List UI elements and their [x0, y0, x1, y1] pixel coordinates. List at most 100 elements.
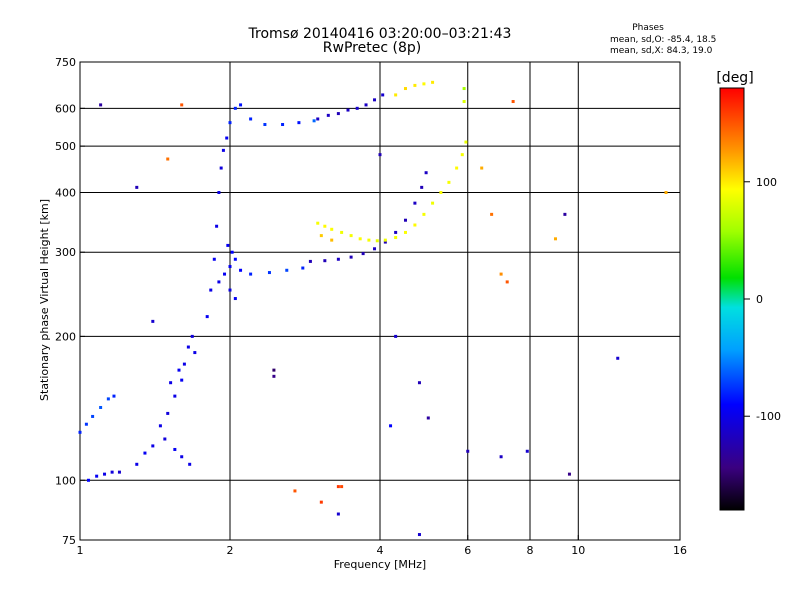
- y-tick-label: 400: [55, 186, 76, 199]
- data-point: [239, 103, 243, 107]
- data-point: [99, 103, 103, 107]
- data-point: [340, 485, 344, 489]
- data-point: [169, 381, 173, 385]
- data-point: [326, 113, 330, 117]
- data-point: [230, 250, 234, 254]
- data-point: [180, 455, 184, 459]
- data-points: [78, 80, 668, 537]
- data-point: [173, 394, 177, 398]
- data-point: [228, 288, 232, 292]
- data-point: [249, 117, 253, 121]
- data-point: [163, 437, 167, 441]
- data-point: [188, 462, 192, 466]
- data-point: [267, 271, 271, 275]
- data-point: [464, 140, 468, 144]
- colorbar-tick-label: 0: [756, 293, 763, 306]
- data-point: [422, 82, 426, 86]
- data-point: [413, 201, 417, 205]
- colorbar-ticks: 100 0 -100: [744, 176, 781, 423]
- data-point: [499, 455, 503, 459]
- data-point: [190, 334, 194, 338]
- data-point: [462, 100, 466, 104]
- data-point: [217, 190, 221, 194]
- data-point: [417, 533, 421, 537]
- data-point: [460, 153, 464, 157]
- data-point: [182, 362, 186, 366]
- data-point: [367, 238, 371, 242]
- data-point: [394, 93, 398, 97]
- data-point: [263, 123, 267, 127]
- data-point: [233, 257, 237, 261]
- x-axis-label: Frequency [MHz]: [334, 558, 426, 571]
- data-point: [413, 83, 417, 87]
- data-point: [383, 240, 387, 244]
- data-point: [361, 252, 365, 256]
- data-point: [424, 171, 428, 175]
- data-point: [186, 345, 190, 349]
- data-point: [664, 190, 668, 194]
- data-point: [106, 397, 110, 401]
- data-point: [217, 280, 221, 284]
- x-tick-label: 4: [377, 544, 384, 557]
- data-point: [431, 80, 435, 84]
- y-tick-label: 200: [55, 330, 76, 343]
- data-point: [228, 121, 232, 125]
- colorbar-label: [deg]: [716, 70, 753, 86]
- data-point: [505, 280, 509, 284]
- data-point: [616, 356, 620, 360]
- data-point: [378, 153, 382, 157]
- data-point: [413, 223, 417, 227]
- data-point: [358, 237, 362, 241]
- phases-heading: Phases: [632, 23, 664, 33]
- data-point: [143, 451, 147, 455]
- gridlines: [80, 62, 680, 540]
- data-point: [226, 243, 230, 247]
- data-point: [319, 500, 323, 504]
- data-point: [233, 297, 237, 301]
- data-point: [180, 378, 184, 382]
- y-tick-label: 600: [55, 102, 76, 115]
- data-point: [490, 212, 494, 216]
- data-point: [312, 119, 316, 123]
- data-point: [422, 212, 426, 216]
- data-point: [293, 489, 297, 493]
- data-point: [511, 100, 515, 104]
- x-tick-label: 10: [571, 544, 585, 557]
- data-point: [223, 272, 227, 276]
- y-tick-label: 750: [55, 56, 76, 69]
- data-point: [297, 121, 301, 125]
- data-point: [225, 136, 229, 140]
- y-tick-label: 75: [62, 534, 76, 547]
- data-point: [447, 180, 451, 184]
- data-point: [135, 462, 139, 466]
- y-tick-label: 500: [55, 140, 76, 153]
- data-point: [219, 166, 223, 170]
- data-point: [403, 218, 407, 222]
- data-point: [151, 444, 155, 448]
- y-tick-label: 100: [55, 474, 76, 487]
- data-point: [394, 334, 398, 338]
- data-point: [480, 166, 484, 170]
- data-point: [553, 237, 557, 241]
- data-point: [466, 449, 470, 453]
- chart-title: Tromsø 20140416 03:20:00–03:21:43: [248, 26, 512, 42]
- data-point: [373, 247, 377, 251]
- data-point: [158, 424, 162, 428]
- data-point: [375, 239, 379, 243]
- data-point: [455, 166, 459, 170]
- data-point: [272, 368, 276, 372]
- data-point: [340, 230, 344, 234]
- data-point: [173, 447, 177, 451]
- data-point: [91, 414, 95, 418]
- data-point: [233, 106, 237, 110]
- data-point: [308, 259, 312, 263]
- data-point: [180, 103, 184, 107]
- data-point: [346, 108, 350, 112]
- x-tick-label: 6: [464, 544, 471, 557]
- data-point: [272, 374, 276, 378]
- data-point: [84, 422, 88, 426]
- axis-ticks: 1 2 4 6 8 10 16 75 100 200 300 400 500 600 750: [55, 56, 687, 557]
- data-point: [78, 430, 82, 434]
- colorbar-tick-label: -100: [756, 410, 781, 423]
- data-point: [323, 259, 327, 263]
